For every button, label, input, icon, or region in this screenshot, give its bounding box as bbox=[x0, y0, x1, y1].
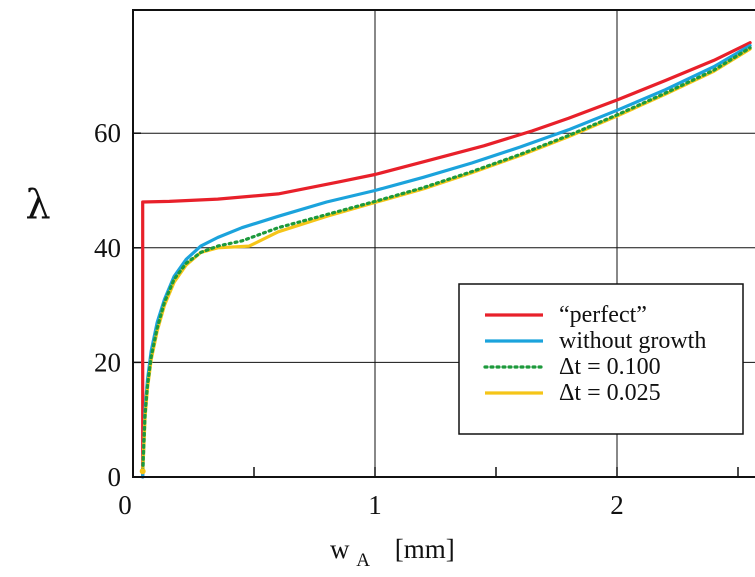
legend-label-3: Δt = 0.025 bbox=[559, 380, 661, 406]
x-axis-label-main: w bbox=[330, 534, 350, 564]
ticks bbox=[132, 132, 739, 478]
x-axis-label-sub: A bbox=[356, 550, 370, 571]
x-axis-label: w A [mm] bbox=[330, 534, 455, 572]
legend-label-2: Δt = 0.100 bbox=[559, 354, 661, 380]
y-axis-label: λ bbox=[25, 182, 50, 228]
y-tick-labels: 0 20 40 60 bbox=[94, 118, 121, 492]
y-tick-label-0: 0 bbox=[108, 462, 122, 492]
legend-box bbox=[458, 283, 744, 435]
legend-label-1: without growth bbox=[559, 328, 706, 354]
x-tick-label-2: 2 bbox=[610, 490, 624, 520]
y-tick-label-2: 40 bbox=[94, 233, 121, 263]
plot-area-frame bbox=[132, 9, 755, 478]
y-tick-label-3: 60 bbox=[94, 118, 121, 148]
x-tick-label-1: 1 bbox=[368, 490, 382, 520]
x-axis-label-unit: [mm] bbox=[395, 534, 455, 564]
series-line-2 bbox=[141, 46, 752, 473]
y-tick-label-1: 20 bbox=[94, 347, 121, 377]
series-start-marker bbox=[139, 468, 146, 475]
x-tick-label-0: 0 bbox=[118, 490, 132, 520]
x-tick-labels: 0 1 2 bbox=[118, 490, 624, 520]
series-layer bbox=[139, 41, 752, 479]
series-line-0 bbox=[141, 41, 752, 479]
legend-label-0: “perfect” bbox=[559, 302, 647, 328]
